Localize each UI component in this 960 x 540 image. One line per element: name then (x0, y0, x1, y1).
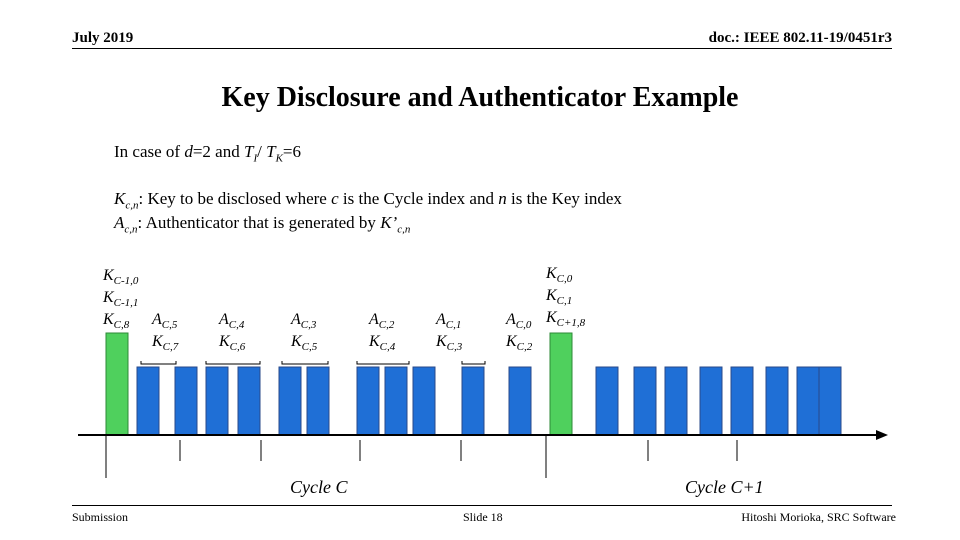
key-definition-line: Kc,n: Key to be disclosed where c is the… (114, 189, 622, 212)
frame-5 (278, 366, 302, 436)
disclosed-key-label-4: KC,3 (436, 333, 463, 354)
authenticator-label-1: AC,4 (219, 311, 245, 332)
frame-3 (205, 366, 229, 436)
key-disclosure-frame-0 (105, 332, 129, 436)
frame-1 (136, 366, 160, 436)
footer-submission: Submission (72, 510, 129, 524)
right-key-label-1: KC,1 (546, 287, 573, 308)
disclosed-key-label-2: KC,5 (291, 333, 318, 354)
frame-2 (174, 366, 198, 436)
frame-14 (633, 366, 657, 436)
group-bracket-2 (281, 361, 329, 365)
frame-9 (412, 366, 436, 436)
frame-18 (765, 366, 789, 436)
frame-20 (818, 366, 842, 436)
header-rule (72, 48, 892, 49)
left-key-label-1: KC-1,1 (103, 289, 139, 310)
disclosed-key-label-1: KC,6 (219, 333, 246, 354)
header-date: July 2019 (72, 30, 134, 46)
footer-slide-number: Slide 18 (463, 510, 503, 524)
footer-rule (72, 505, 892, 506)
group-bracket-0 (140, 361, 177, 365)
timeline-arrowhead (876, 430, 888, 440)
header-doc-id: doc.: IEEE 802.11-19/0451r3 (708, 30, 892, 46)
left-key-label-0: KC-1,0 (103, 267, 139, 288)
authenticator-definition-line: Ac,n: Authenticator that is generated by… (114, 213, 411, 236)
slide-title: Key Disclosure and Authenticator Example (221, 82, 739, 113)
authenticator-label-0: AC,5 (152, 311, 178, 332)
condition-line: In case of d=2 and TI/ TK=6 (114, 142, 301, 165)
group-bracket-3 (356, 361, 410, 365)
cycle-c-label: Cycle C (290, 477, 348, 497)
cycle-c-plus-1-label: Cycle C+1 (685, 477, 764, 497)
disclosed-key-label-5: KC,2 (506, 333, 533, 354)
right-key-label-0: KC,0 (546, 265, 573, 286)
frame-8 (384, 366, 408, 436)
right-key-label-2: KC+1,8 (546, 309, 586, 330)
left-key-label-2: KC,8 (103, 311, 130, 332)
group-bracket-4 (461, 361, 486, 365)
key-disclosure-frame-12 (549, 332, 573, 436)
frame-17 (730, 366, 754, 436)
frame-19 (796, 366, 820, 436)
authenticator-label-2: AC,3 (291, 311, 317, 332)
authenticator-label-5: AC,0 (506, 311, 532, 332)
disclosed-key-label-3: KC,4 (369, 333, 396, 354)
frame-13 (595, 366, 619, 436)
frame-6 (306, 366, 330, 436)
authenticator-label-4: AC,1 (436, 311, 462, 332)
group-bracket-1 (205, 361, 261, 365)
disclosed-key-label-0: KC,7 (152, 333, 179, 354)
frame-7 (356, 366, 380, 436)
footer-author: Hitoshi Morioka, SRC Software (741, 510, 896, 524)
frame-4 (237, 366, 261, 436)
authenticator-label-3: AC,2 (369, 311, 395, 332)
frame-16 (699, 366, 723, 436)
frame-15 (664, 366, 688, 436)
frame-10 (461, 366, 485, 436)
frame-11 (508, 366, 532, 436)
